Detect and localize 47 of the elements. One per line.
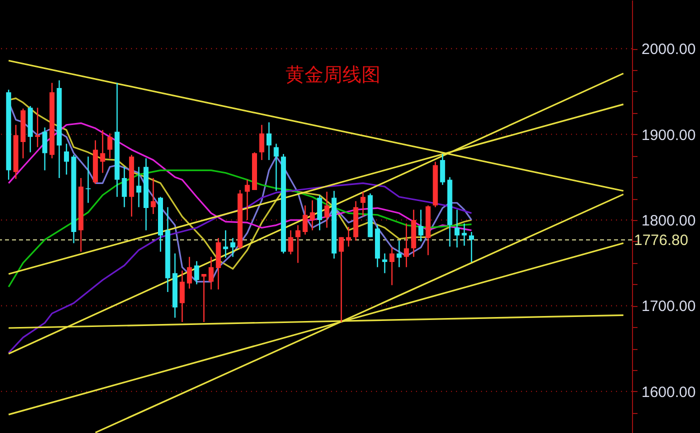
candlestick (396, 240, 402, 268)
candlestick (64, 143, 69, 176)
line-series (8, 182, 472, 354)
candlestick (302, 204, 308, 236)
candlestick (418, 209, 424, 242)
candlestick (274, 143, 279, 192)
candlestick (259, 124, 264, 161)
candlestick (440, 153, 446, 186)
candlestick (208, 256, 214, 290)
y-tick-label: 1600.00 (642, 384, 696, 401)
text: 黄金周线图 (286, 64, 380, 86)
candlestick (136, 166, 142, 208)
candlestick (338, 236, 344, 323)
candlestick (266, 122, 272, 161)
candlestick (382, 252, 388, 274)
candlestick (201, 273, 206, 323)
candlestick (186, 256, 192, 290)
y-tick-label: 1800.00 (642, 212, 696, 230)
candlestick (223, 230, 228, 258)
ref-line-label: 1776.80 (634, 232, 688, 249)
line-series (8, 170, 472, 288)
candlestick (107, 132, 112, 159)
candlestick (346, 226, 352, 248)
y-tick-label: 2000.00 (642, 41, 696, 58)
candlestick (389, 246, 394, 286)
candlestick (180, 270, 185, 323)
candlestick (310, 200, 315, 231)
line-series (8, 122, 472, 232)
candlestick (194, 260, 200, 285)
candlestick (122, 166, 127, 208)
candlestick (462, 222, 467, 246)
candlestick (469, 231, 474, 263)
candlestick (454, 209, 460, 248)
candlestick (42, 126, 48, 171)
candlestick (295, 224, 300, 264)
candlestick (324, 191, 330, 228)
candlestick (244, 179, 250, 221)
y-tick-label: 1700.00 (642, 298, 696, 316)
candlestick (288, 230, 294, 255)
candlestick (317, 194, 322, 231)
candlestick (230, 237, 236, 258)
candlestick (150, 177, 156, 215)
candlestick (100, 129, 106, 174)
candlestick (404, 222, 409, 268)
candlestick (35, 107, 40, 148)
y-tick-label: 1900.00 (642, 126, 696, 144)
candlestick (360, 191, 366, 218)
